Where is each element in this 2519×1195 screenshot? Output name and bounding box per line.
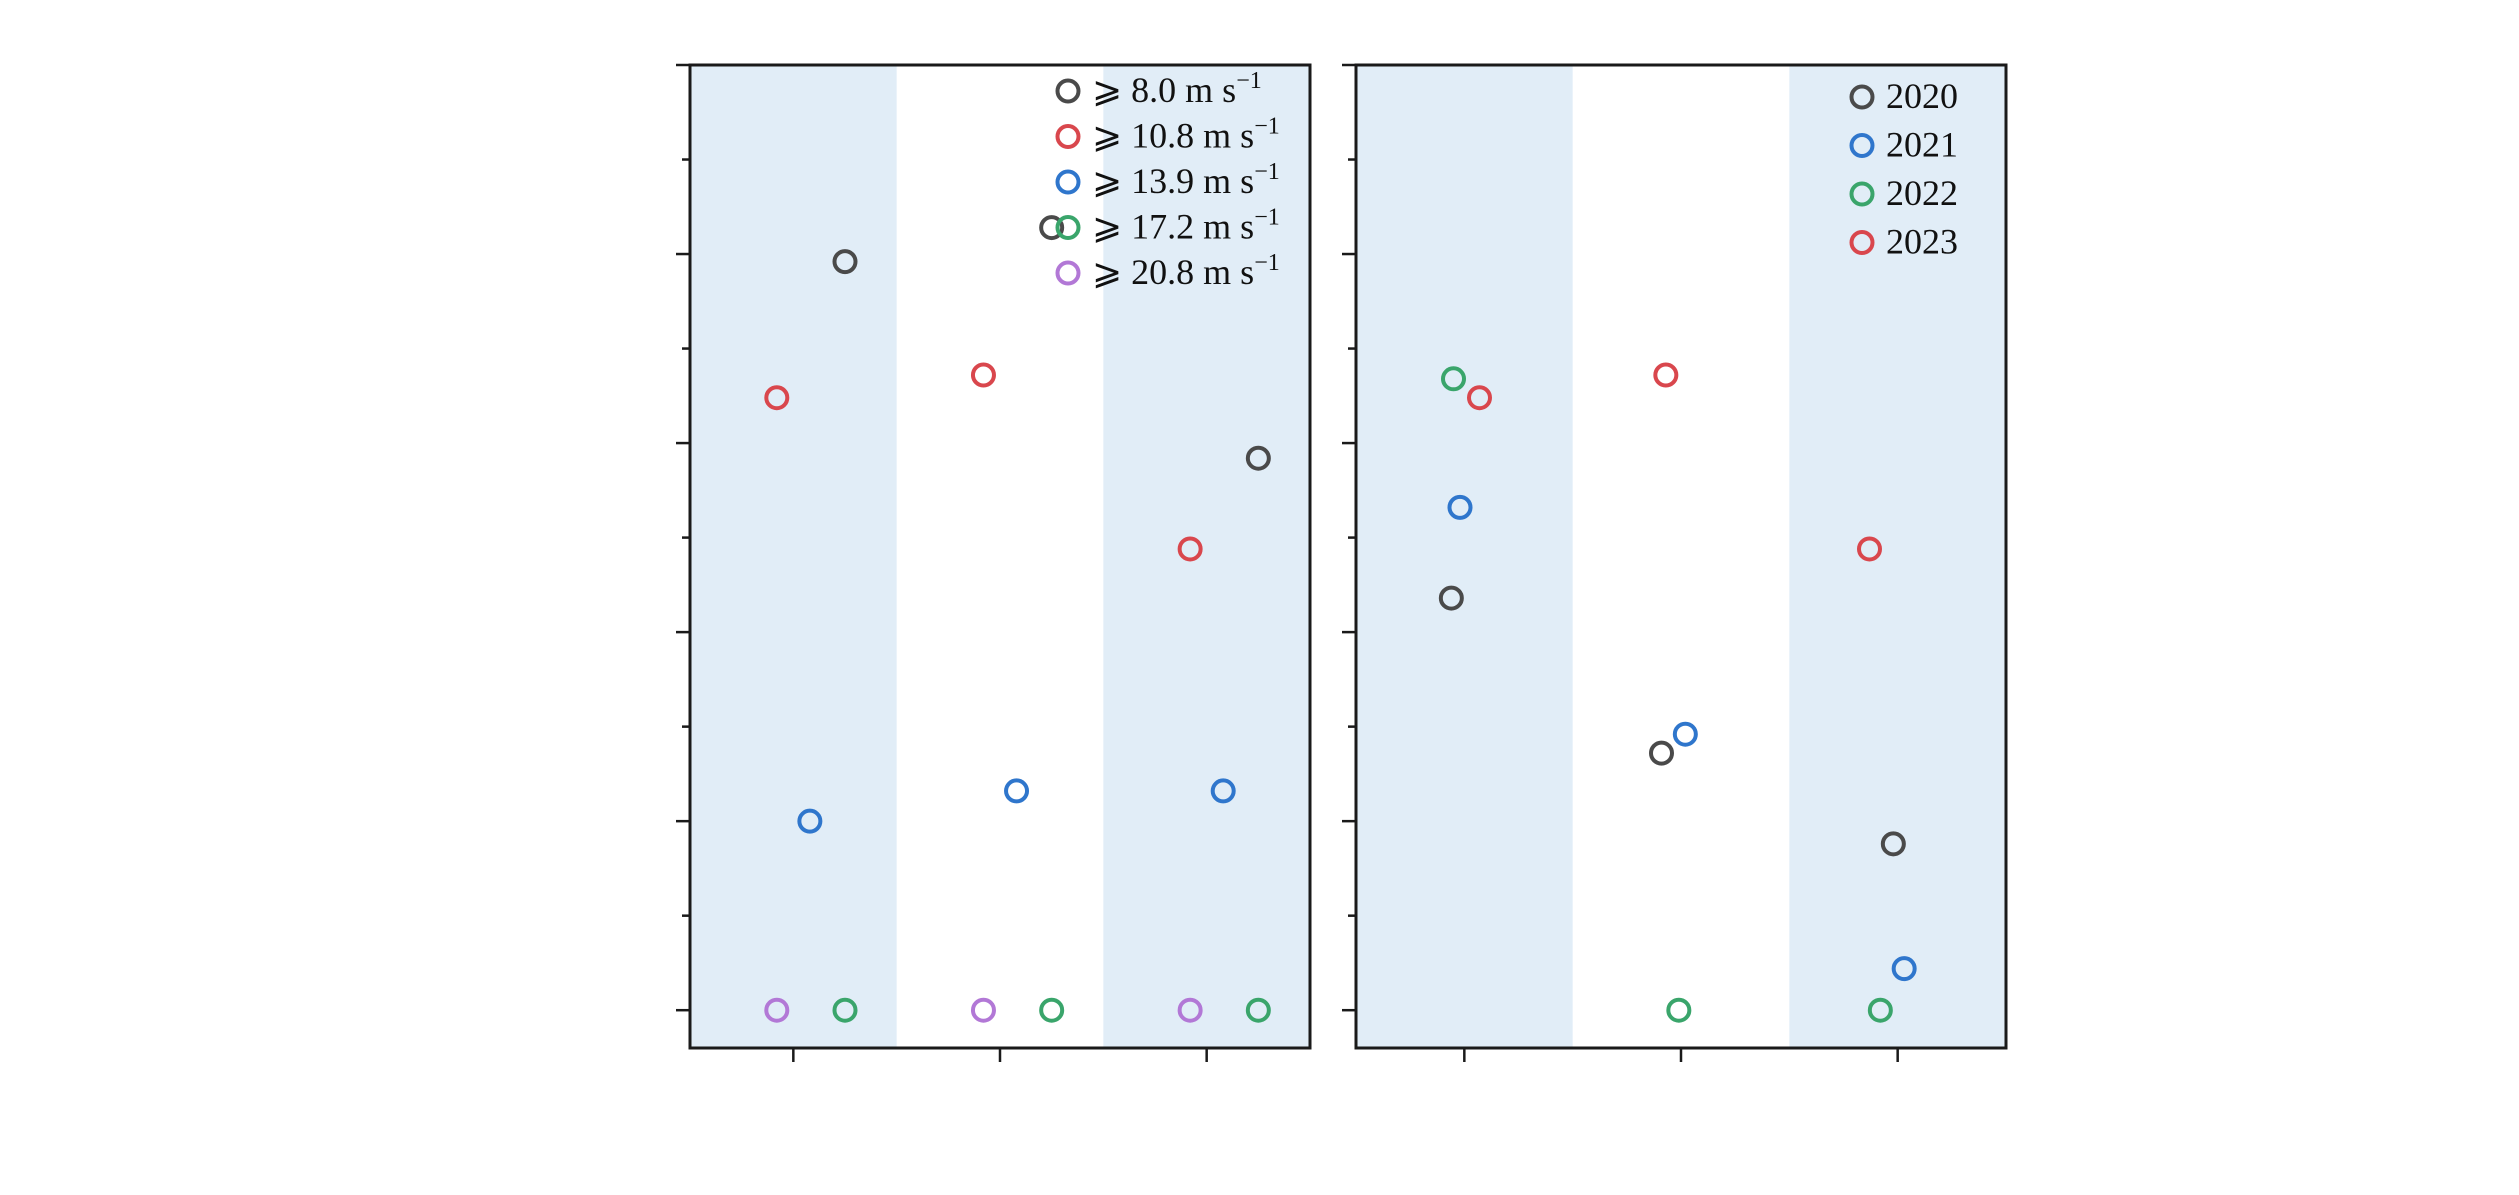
data-point-2022-72h <box>1867 997 1893 1023</box>
data-point-series0-72h <box>1245 445 1271 471</box>
legend-label-text: 2021 <box>1886 125 1958 165</box>
legend-label-superscript: −1 <box>1254 159 1280 185</box>
data-point-2021-48h <box>1672 721 1698 747</box>
data-point-2020-48h <box>1649 740 1674 766</box>
legend-marker <box>1849 230 1875 255</box>
data-point-series3-72h <box>1245 997 1271 1023</box>
data-point-2022-48h <box>1666 997 1692 1023</box>
legend-label-text: 2020 <box>1886 76 1958 116</box>
legend-marker <box>1055 215 1081 240</box>
legend-label-text: ⩾ 10.8 m s <box>1092 116 1254 156</box>
legend-label: ⩾ 10.8 m s−1 <box>1092 114 1280 156</box>
data-point-series2-72h <box>1210 778 1236 804</box>
data-point-series0-48h <box>1039 215 1065 241</box>
data-point-series1-72h <box>1177 536 1203 562</box>
legend-label-superscript: −1 <box>1236 68 1262 94</box>
shaded-band-24h <box>690 65 897 1048</box>
legend-label-text: ⩾ 20.8 m s <box>1092 252 1254 292</box>
legend-label: 2022 <box>1886 173 1958 213</box>
legend-marker <box>1849 181 1875 207</box>
legend-label-text: ⩾ 17.2 m s <box>1092 207 1254 247</box>
legend-label-text: 2022 <box>1886 173 1958 213</box>
legend-label-superscript: −1 <box>1254 250 1280 276</box>
data-point-series4-72h <box>1177 997 1203 1023</box>
panel-b: 2020 2021 2022 2023 <box>1342 63 2008 1062</box>
legend-label-superscript: −1 <box>1254 205 1280 231</box>
legend-label: ⩾ 8.0 m s−1 <box>1092 68 1262 110</box>
legend-marker <box>1055 260 1081 286</box>
data-point-series1-24h <box>764 385 790 411</box>
legend-label: 2023 <box>1886 222 1958 262</box>
data-point-2020-24h <box>1438 585 1464 611</box>
legend-label-text: ⩾ 8.0 m s <box>1092 70 1236 110</box>
legend-label: ⩾ 13.9 m s−1 <box>1092 159 1280 201</box>
legend-marker <box>1055 78 1081 104</box>
data-point-series3-48h <box>1039 997 1065 1023</box>
data-point-2023-24h <box>1467 385 1492 411</box>
shaded-band-24h <box>1356 65 1573 1048</box>
data-point-series4-48h <box>970 997 996 1023</box>
legend: 2020 2021 2022 2023 <box>1849 76 1958 262</box>
data-point-series1-48h <box>970 362 996 388</box>
panel-a: ⩾ 8.0 m s−1⩾ 10.8 m s−1⩾ 13.9 m s−1⩾ 17.… <box>676 63 1312 1062</box>
data-point-2021-24h <box>1447 494 1473 520</box>
data-point-2023-48h <box>1653 362 1679 388</box>
data-point-2021-72h <box>1891 956 1917 982</box>
legend-label: 2021 <box>1886 125 1958 165</box>
data-point-series3-24h <box>832 997 858 1023</box>
legend-label: ⩾ 17.2 m s−1 <box>1092 205 1280 247</box>
data-point-series2-48h <box>1004 778 1030 804</box>
legend-marker <box>1055 124 1081 149</box>
data-point-series0-24h <box>832 249 858 275</box>
data-point-2022-24h <box>1441 366 1466 392</box>
legend-label: ⩾ 20.8 m s−1 <box>1092 250 1280 292</box>
legend-label-text: ⩾ 13.9 m s <box>1092 161 1254 201</box>
shaded-band-72h <box>1103 65 1310 1048</box>
legend-marker <box>1849 133 1875 158</box>
legend-marker <box>1849 84 1875 110</box>
data-point-series4-24h <box>764 997 790 1023</box>
data-point-series2-24h <box>797 808 823 834</box>
shaded-band-72h <box>1789 65 2006 1048</box>
legend-label-text: 2023 <box>1886 222 1958 262</box>
data-point-2023-72h <box>1857 536 1882 562</box>
legend-marker <box>1055 169 1081 195</box>
data-point-2020-72h <box>1880 831 1906 857</box>
legend-label-superscript: −1 <box>1254 114 1280 140</box>
legend: ⩾ 8.0 m s−1⩾ 10.8 m s−1⩾ 13.9 m s−1⩾ 17.… <box>1055 68 1280 292</box>
legend-label: 2020 <box>1886 76 1958 116</box>
